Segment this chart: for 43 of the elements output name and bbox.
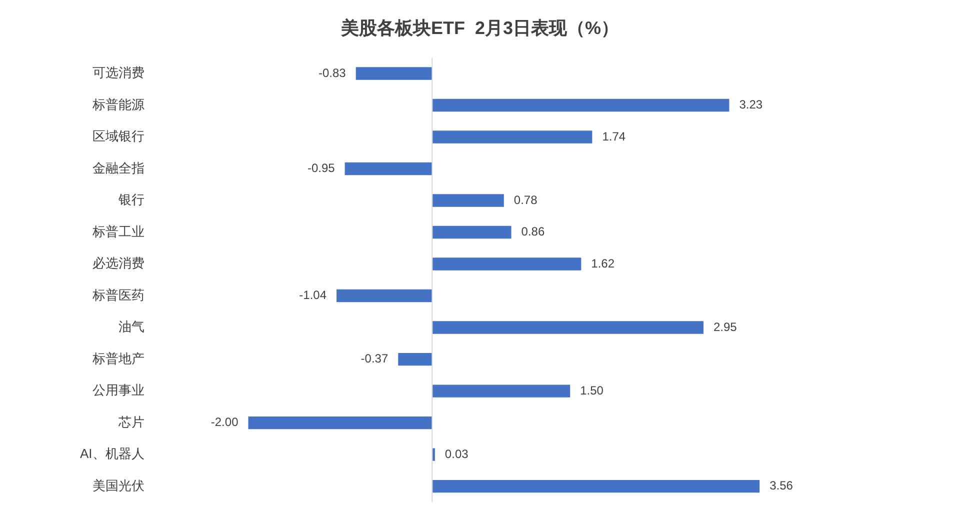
data-label: 3.23: [739, 98, 763, 112]
y-tick-label: 公用事业: [92, 382, 144, 398]
data-label: 1.50: [580, 383, 604, 398]
y-tick-label: 标普能源: [91, 96, 144, 112]
bar: [432, 384, 570, 398]
data-label: -2.00: [210, 415, 239, 430]
y-tick-label: 标普医药: [91, 287, 144, 302]
y-tick-label: 必选消费: [92, 256, 144, 271]
data-label: 0.03: [444, 446, 469, 461]
data-label: 1.74: [602, 129, 626, 144]
bar: [248, 416, 432, 430]
data-label: 2.95: [713, 320, 738, 334]
data-label: -0.95: [307, 161, 336, 176]
y-tick-label: 标普地产: [91, 350, 144, 366]
data-label: 0.86: [521, 224, 545, 239]
bar: [432, 258, 582, 270]
data-label: 1.62: [591, 256, 615, 270]
bar: [398, 352, 432, 366]
bar: [432, 98, 730, 112]
bar: [432, 448, 435, 461]
bar: [356, 67, 432, 80]
data-label: 0.78: [514, 192, 538, 207]
bar: [432, 480, 760, 493]
bar: [336, 289, 432, 302]
y-tick-label: AI、机器人: [80, 446, 144, 462]
bar: [432, 130, 592, 144]
chart-title: 美股各板块ETF 2月3日表现（%）: [340, 18, 620, 38]
y-tick-label: 可选消费: [92, 65, 144, 80]
y-tick-label: 标普工业: [91, 224, 144, 239]
bar: [432, 321, 704, 334]
data-label: -1.04: [299, 288, 327, 302]
y-tick-label: 油气: [118, 319, 144, 334]
data-label: -0.37: [360, 352, 388, 366]
y-tick-label: 区域银行: [92, 128, 144, 144]
y-tick-label: 银行: [117, 192, 144, 208]
data-label: -0.83: [318, 66, 346, 80]
y-tick-label: 美国光伏: [92, 478, 144, 493]
bar: [432, 194, 504, 207]
y-tick-label: 芯片: [117, 414, 144, 430]
y-tick-label: 金融全指: [92, 160, 144, 176]
bar: [344, 162, 432, 176]
data-label: 3.56: [770, 478, 794, 493]
bar: [432, 226, 512, 239]
